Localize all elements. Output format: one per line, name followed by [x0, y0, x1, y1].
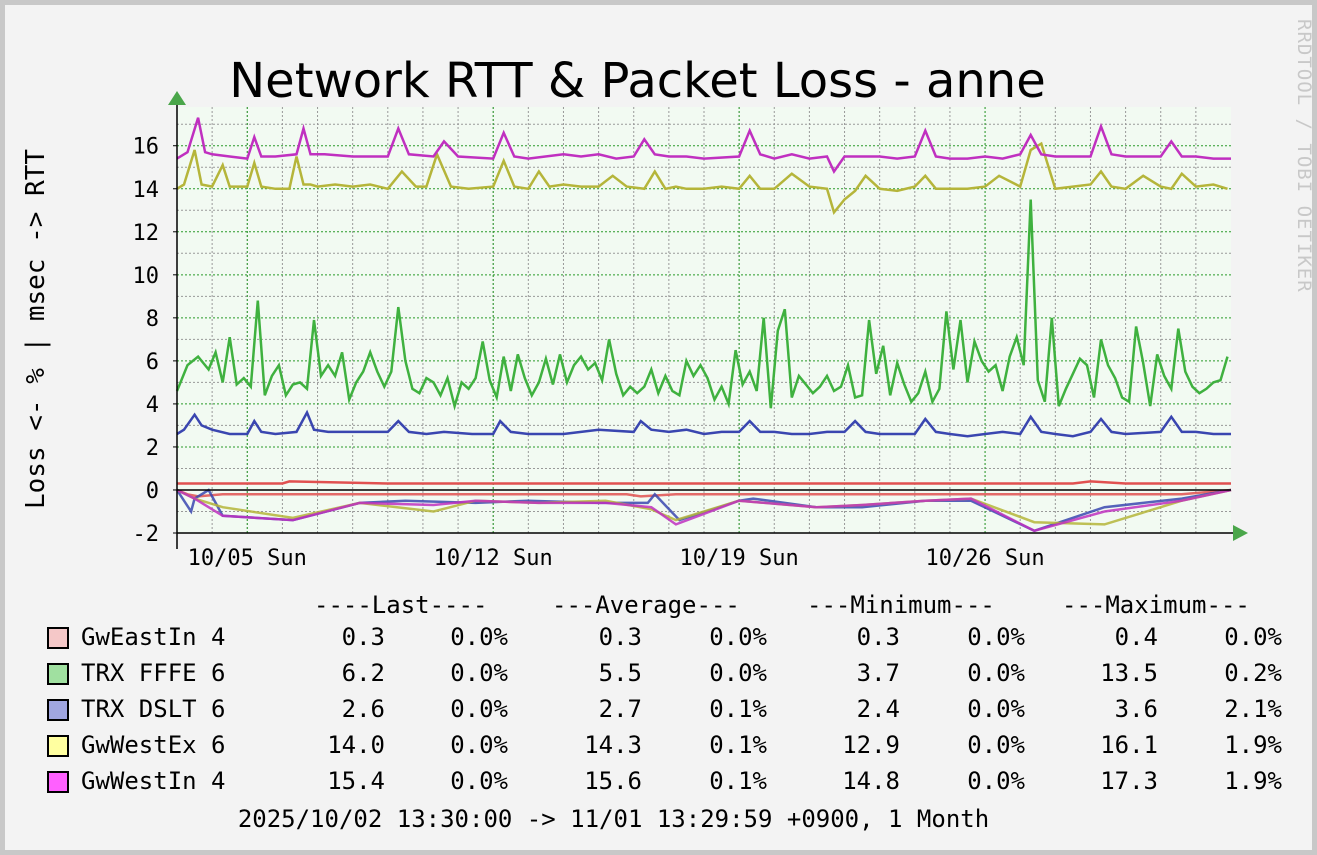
header-last: ----Last----: [314, 591, 488, 619]
y-tick-label: 10: [133, 264, 160, 289]
plot-area: -2 0 2 4 6 8 10 12 14 16 10/05 Sun 10/12 Sun 10/19 S…: [133, 91, 1248, 571]
legend-value: 5.5: [598, 659, 642, 687]
legend-value: 2.1%: [1224, 695, 1282, 723]
legend-value: 0.0%: [709, 659, 767, 687]
loss-line-4: [176, 488, 1232, 533]
x-tick-label: 10/12 Sun: [434, 546, 553, 571]
legend-value: 2.4: [856, 695, 900, 723]
legend-value: 0.0%: [967, 695, 1025, 723]
x-tick-label: 10/19 Sun: [680, 546, 799, 571]
legend-value: 0.0%: [967, 659, 1025, 687]
legend-value: 16.1: [1100, 731, 1158, 759]
legend-value: 1.9%: [1224, 731, 1282, 759]
legend-value: 15.4: [327, 767, 385, 795]
x-axis-arrow: [1233, 525, 1248, 541]
legend-value: 0.3: [598, 623, 642, 651]
legend-value: 17.3: [1100, 767, 1158, 795]
legend-value: 0.0%: [709, 623, 767, 651]
legend-series-name: TRX FFFE 6: [81, 659, 226, 687]
legend-value: 14.3: [584, 731, 642, 759]
legend-swatch: [47, 663, 69, 685]
legend-swatch: [47, 699, 69, 721]
legend-value: 0.1%: [709, 695, 767, 723]
series-line-2: [176, 409, 1231, 438]
header-minimum: ---Minimum---: [807, 591, 995, 619]
legend-value: 0.3: [341, 623, 385, 651]
y-tick-label: 12: [133, 221, 160, 246]
legend-value: 2.6: [341, 695, 385, 723]
legend-value: 0.0%: [967, 731, 1025, 759]
legend-value: 0.2%: [1224, 659, 1282, 687]
y-tick-label: 14: [133, 178, 160, 203]
x-tick-label: 10/05 Sun: [188, 546, 307, 571]
header-maximum: ---Maximum---: [1062, 591, 1250, 619]
legend-value: 0.0%: [1224, 623, 1282, 651]
legend-value: 0.1%: [709, 767, 767, 795]
series-line-0: [177, 480, 1231, 485]
y-tick-label: -2: [133, 522, 160, 547]
legend-swatch: [47, 735, 69, 757]
y-tick-label: 2: [146, 436, 159, 461]
legend-value: 3.7: [856, 659, 900, 687]
legend-series-name: GwEastIn 4: [81, 623, 226, 651]
legend-value: 2.7: [598, 695, 642, 723]
legend-series-name: GwWestEx 6: [81, 731, 226, 759]
y-tick-label: 6: [146, 350, 159, 375]
legend-value: 15.6: [584, 767, 642, 795]
legend-value: 14.0: [327, 731, 385, 759]
legend-value: 1.9%: [1224, 767, 1282, 795]
y-axis-arrow: [168, 91, 186, 105]
series-line-4: [176, 117, 1231, 174]
y-tick-label: 0: [146, 479, 159, 504]
legend-value: 0.0%: [967, 767, 1025, 795]
legend-value: 6.2: [341, 659, 385, 687]
series-line-1: [175, 199, 1229, 411]
legend-series-name: TRX DSLT 6: [81, 695, 226, 723]
legend-series-name: GwWestIn 4: [81, 767, 226, 795]
legend-value: 0.1%: [709, 731, 767, 759]
y-tick-label: 8: [146, 307, 159, 332]
legend-value: 0.0%: [450, 767, 508, 795]
legend-value: 0.0%: [450, 623, 508, 651]
legend-value: 0.0%: [450, 731, 508, 759]
chart-title: Network RTT & Packet Loss - anne: [229, 53, 1046, 109]
legend-value: 3.6: [1114, 695, 1158, 723]
legend-value: 12.9: [842, 731, 900, 759]
time-range-footer: 2025/10/02 13:30:00 -> 11/01 13:29:59 +0…: [237, 805, 990, 833]
loss-line-0: [176, 488, 1232, 498]
legend-swatch: [47, 627, 69, 649]
legend-value: 0.0%: [967, 623, 1025, 651]
header-average: ---Average---: [552, 591, 740, 619]
legend-value: 0.0%: [450, 659, 508, 687]
legend-value: 13.5: [1100, 659, 1158, 687]
y-tick-label: 16: [133, 135, 160, 160]
watermark: RRDTOOL / TOBI OETIKER: [1293, 19, 1315, 293]
legend-value: 0.4: [1114, 623, 1158, 651]
legend-value: 14.8: [842, 767, 900, 795]
legend-swatch: [47, 771, 69, 793]
legend-value: 0.0%: [450, 695, 508, 723]
x-tick-label: 10/26 Sun: [925, 546, 1044, 571]
y-tick-label: 4: [146, 393, 159, 418]
legend-value: 0.3: [856, 623, 900, 651]
